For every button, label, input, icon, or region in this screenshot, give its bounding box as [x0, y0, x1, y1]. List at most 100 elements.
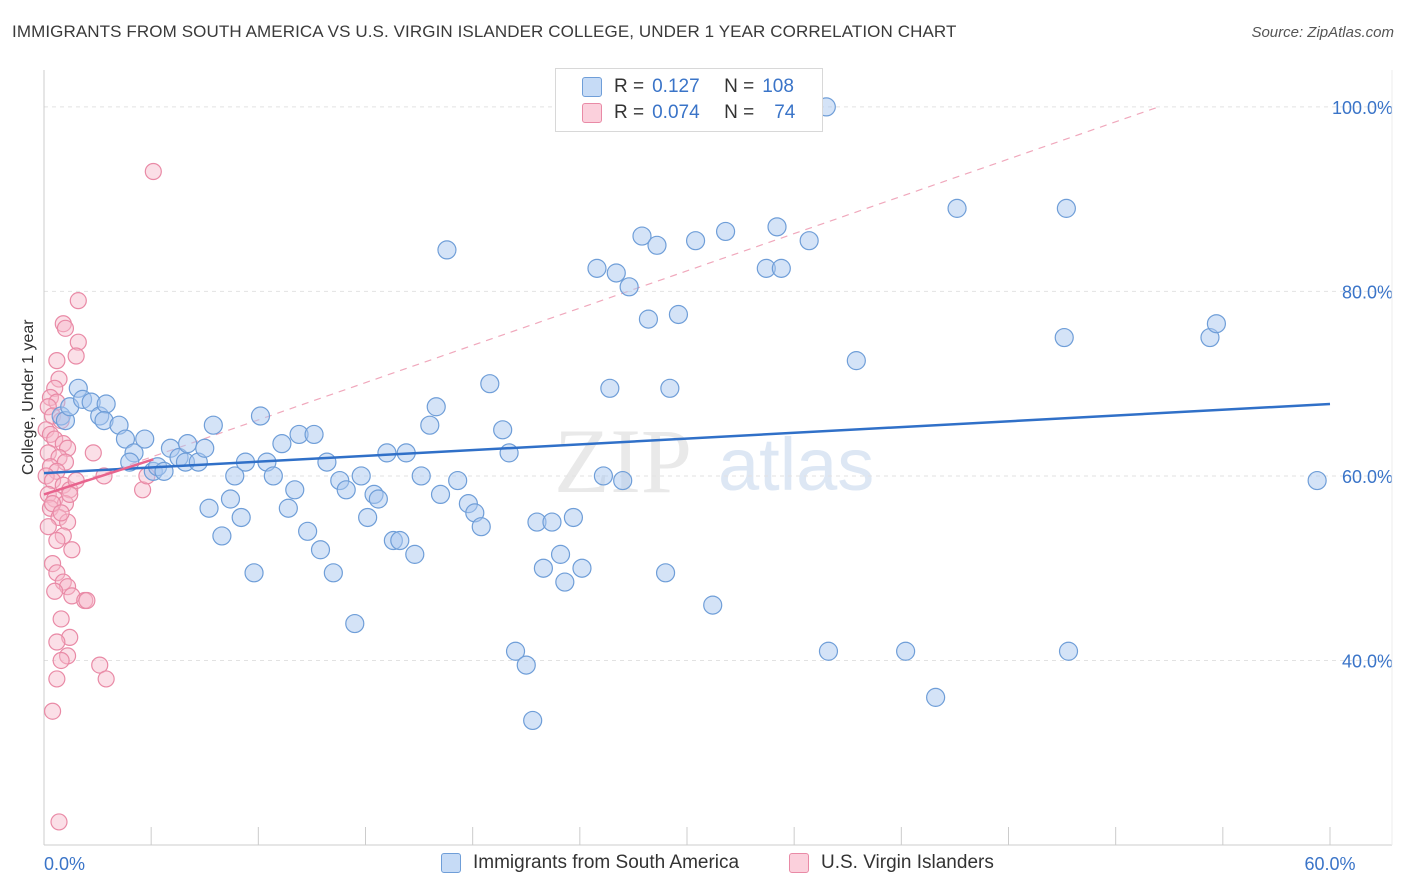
y-tick-label: 60.0%	[1342, 467, 1393, 487]
pink-data-point	[43, 702, 62, 720]
blue-data-point	[154, 461, 174, 481]
pink-data-point	[48, 531, 66, 550]
blue-data-point	[572, 558, 592, 578]
legend-r-label: R =	[614, 76, 645, 97]
pink-data-point	[52, 504, 70, 522]
pink-data-point	[52, 610, 70, 628]
blue-data-point	[310, 540, 331, 560]
blue-data-point	[655, 563, 676, 583]
pink-data-point	[50, 813, 68, 831]
y-axis-label: College, Under 1 year	[20, 319, 37, 475]
pink-data-point	[58, 513, 77, 531]
blue-data-point	[685, 231, 706, 251]
legend-row-virgin-islanders: R = 0.074 N = 74	[582, 100, 795, 126]
legend-row-south-america: R = 0.127 N = 108	[582, 74, 794, 100]
blue-data-point	[220, 489, 241, 509]
pink-data-point	[58, 439, 77, 457]
blue-data-point	[96, 394, 116, 414]
blue-data-point	[926, 687, 946, 707]
blue-data-point	[351, 466, 371, 486]
bottom-legend-swatch-pink	[789, 853, 809, 873]
pink-data-point	[84, 444, 102, 462]
pink-data-point	[144, 162, 162, 181]
blue-data-point	[593, 466, 614, 486]
blue-data-point	[668, 304, 689, 325]
blue-data-point	[225, 466, 245, 486]
blue-data-point	[715, 221, 736, 242]
blue-data-point	[896, 641, 916, 661]
blue-data-point	[178, 434, 198, 454]
pink-data-point	[56, 319, 75, 337]
pink-data-point	[48, 633, 66, 651]
blue-data-point	[516, 655, 536, 675]
blue-data-point	[430, 484, 451, 505]
blue-data-point	[1056, 198, 1076, 218]
blue-data-point	[212, 526, 232, 546]
blue-data-point	[505, 641, 526, 661]
pink-data-point	[48, 564, 66, 582]
y-tick-label: 40.0%	[1342, 651, 1393, 671]
bottom-legend-swatch-blue	[441, 853, 461, 873]
pink-data-point	[50, 370, 68, 388]
blue-data-point	[632, 226, 652, 246]
pink-data-point	[48, 352, 66, 370]
blue-data-point	[1307, 470, 1327, 491]
pink-data-point	[46, 379, 64, 397]
pink-trend-extension	[43, 106, 1159, 495]
blue-data-point	[606, 263, 626, 283]
blue-trend-line	[43, 402, 1331, 475]
blue-data-point	[368, 489, 388, 509]
blue-data-point	[231, 507, 251, 528]
blue-data-point	[405, 544, 425, 564]
blue-data-point	[471, 517, 491, 537]
blue-data-point	[703, 595, 723, 615]
pink-data-point	[133, 481, 152, 499]
y-tick-label: 100.0%	[1332, 98, 1393, 118]
blue-data-point	[263, 466, 283, 486]
blue-data-point	[767, 217, 787, 237]
blue-data-point	[203, 415, 223, 435]
pink-data-point	[91, 656, 109, 674]
pink-data-point	[48, 670, 66, 688]
pink-data-point	[46, 582, 64, 600]
blue-data-point	[115, 429, 136, 449]
blue-data-point	[799, 231, 819, 251]
blue-data-point	[345, 613, 365, 634]
pink-data-point	[78, 591, 96, 610]
pink-data-point	[52, 651, 70, 670]
pink-data-point	[58, 578, 77, 596]
blue-data-point	[195, 438, 215, 458]
pink-data-point	[97, 670, 115, 688]
pink-data-point	[69, 292, 87, 310]
blue-data-point	[285, 480, 305, 500]
blue-data-point	[199, 498, 219, 518]
blue-data-point	[250, 406, 271, 426]
blue-data-point	[272, 434, 292, 454]
blue-data-point	[411, 466, 431, 486]
pink-data-point	[69, 333, 87, 351]
blue-data-point	[323, 563, 343, 583]
pink-data-point	[46, 430, 64, 448]
blue-data-point	[1206, 314, 1227, 334]
blue-data-point	[358, 507, 378, 528]
legend-n-value: 108	[762, 76, 794, 97]
blue-data-point	[587, 258, 607, 278]
blue-data-point	[818, 641, 839, 661]
blue-data-point	[336, 480, 356, 500]
bottom-legend-label: U.S. Virgin Islanders	[821, 852, 994, 873]
blue-data-point	[278, 498, 298, 518]
blue-data-point	[1058, 641, 1079, 661]
legend-swatch-blue	[582, 77, 602, 97]
blue-data-point	[771, 258, 791, 278]
legend-r-value: 0.127	[652, 76, 700, 97]
legend-n-label: N =	[724, 76, 755, 97]
source-note: Source: ZipAtlas.com	[1251, 24, 1394, 41]
blue-data-point	[493, 420, 513, 440]
legend-n-value: 74	[774, 102, 796, 123]
blue-data-point	[563, 507, 584, 528]
chart-title: IMMIGRANTS FROM SOUTH AMERICA VS U.S. VI…	[12, 22, 957, 41]
pink-data-point	[67, 347, 85, 365]
blue-data-point	[390, 530, 410, 551]
pink-data-point	[39, 444, 57, 462]
